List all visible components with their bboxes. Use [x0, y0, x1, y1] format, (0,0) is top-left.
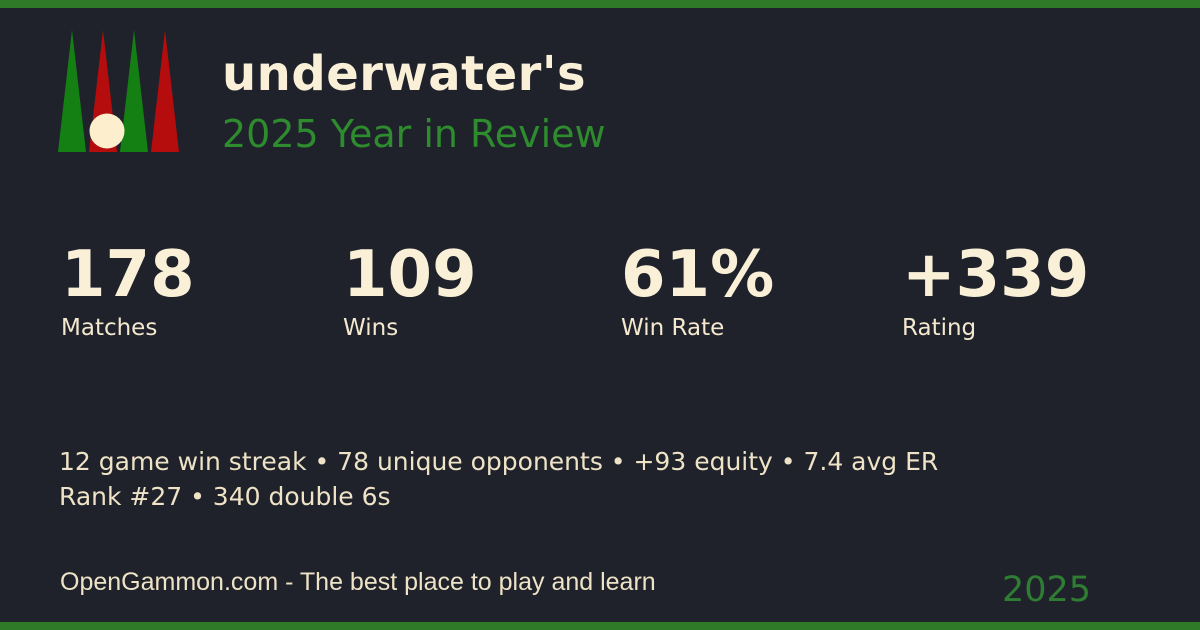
stat-rating-label: Rating: [902, 315, 977, 341]
highlights-line-2: Rank #27 • 340 double 6s: [59, 482, 391, 511]
stat-matches-label: Matches: [61, 315, 158, 341]
page-title: underwater's: [222, 46, 587, 102]
stat-win-rate-value: 61%: [621, 238, 775, 312]
top-accent-bar: [0, 0, 1200, 8]
site-tagline: OpenGammon.com - The best place to play …: [60, 568, 656, 596]
point-red-2: [151, 30, 179, 152]
footer-year: 2025: [1002, 570, 1092, 610]
backgammon-logo: [58, 30, 182, 152]
point-green-1: [58, 30, 86, 152]
point-green-2: [120, 30, 148, 152]
checker-icon: [89, 113, 125, 149]
highlights-line-1: 12 game win streak • 78 unique opponents…: [59, 447, 939, 476]
season-highlights: 12 game win streak • 78 unique opponents…: [59, 444, 938, 514]
bottom-accent-bar: [0, 622, 1200, 630]
stat-win-rate: 61% Win Rate: [621, 243, 774, 340]
stat-win-rate-label: Win Rate: [621, 315, 725, 341]
backgammon-points-icon: [58, 30, 179, 152]
page-subtitle: 2025 Year in Review: [222, 112, 606, 156]
stat-wins-value: 109: [343, 238, 477, 312]
stat-rating-value: +339: [902, 238, 1090, 312]
stat-wins: 109 Wins: [343, 243, 477, 340]
stat-matches-value: 178: [61, 238, 195, 312]
stat-wins-label: Wins: [343, 315, 399, 341]
stat-matches: 178 Matches: [61, 243, 195, 340]
stat-rating: +339 Rating: [902, 243, 1089, 340]
